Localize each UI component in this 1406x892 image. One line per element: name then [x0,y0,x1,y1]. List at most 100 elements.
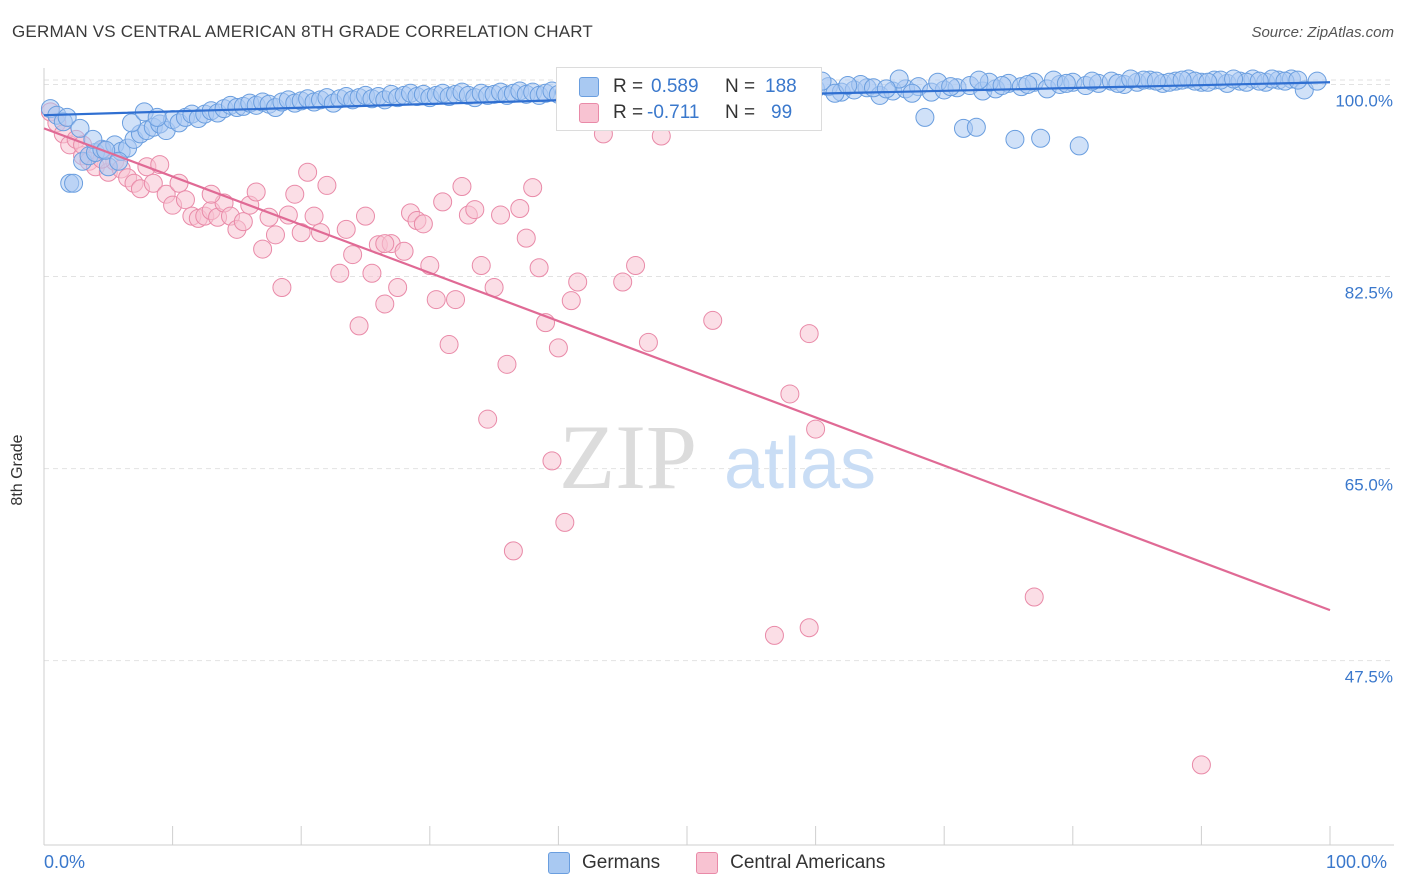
central-american-point [388,277,408,297]
central-american-point [638,332,658,352]
central-american-point [523,178,543,198]
central-american-point [510,198,530,218]
german-point [1146,71,1166,91]
central-american-point [175,190,195,210]
central-american-point [1191,755,1211,775]
legend-r-value-germans: 0.589 [651,76,699,97]
german-point [915,107,935,127]
y-tick-label: 100.0% [1335,91,1393,110]
central-american-point [491,205,511,225]
legend-swatch-germans [548,852,570,874]
watermark-zip: ZIP [559,406,697,508]
german-point [57,107,77,127]
central-american-point [265,225,285,245]
central-american-point [613,272,633,292]
german-point [96,140,116,160]
central-american-point [349,316,369,336]
german-point [1198,72,1218,92]
central-american-point [356,206,375,226]
german-point [969,70,989,90]
central-american-point [394,241,414,261]
central-american-point [375,294,395,314]
german-point [121,113,141,133]
german-point [1307,71,1327,91]
german-point [876,79,896,99]
legend-item-germans[interactable]: Germans [548,852,660,874]
central-american-point [764,625,784,645]
central-american-point [317,175,337,195]
central-americans-trend-line [43,127,1331,612]
central-american-point [413,214,433,234]
central-american-point [433,192,453,212]
central-american-point [503,541,523,561]
legend-swatch-central [579,103,599,123]
legend-n-value-germans: 188 [765,76,797,97]
german-point [992,76,1012,96]
central-american-point [497,354,517,374]
german-point [1288,70,1308,90]
central-american-point [568,272,588,292]
central-american-point [285,184,305,204]
central-american-point [626,256,646,276]
legend-r-label: R = [613,76,644,97]
legend-r-label: R = [613,102,644,123]
central-american-point [272,277,292,297]
central-american-point [253,239,273,259]
series-legend: Germans Central Americans [548,852,921,874]
central-american-point [426,290,446,310]
central-american-point [233,212,253,232]
central-american-point [799,324,819,344]
german-point [902,83,922,103]
german-point [1249,71,1269,91]
central-american-point [548,338,568,358]
central-american-point [375,234,395,254]
central-american-point [471,256,491,276]
central-american-point [542,451,562,471]
german-point [838,76,858,96]
y-tick-label: 47.5% [1345,668,1393,687]
central-american-point [446,290,466,310]
central-american-point [780,384,800,404]
legend-item-central-americans[interactable]: Central Americans [696,852,885,874]
central-american-point [703,310,723,330]
legend-swatch-germans [579,77,599,97]
german-point [941,77,961,97]
x-max-label: 100.0% [1326,852,1388,872]
central-american-point [516,228,536,248]
legend-label-germans: Germans [582,852,661,873]
central-american-point [336,219,356,239]
axes [43,68,1394,846]
central-american-point [799,618,819,638]
central-american-point [465,200,485,220]
y-axis-label: 8th Grade [9,434,26,506]
central-american-point [561,291,581,311]
german-point [70,118,90,138]
german-point [64,173,84,193]
stats-legend: R = 0.589 N = 188 R = -0.711 N = 99 [556,67,822,131]
central-american-point [478,409,498,429]
legend-n-label: N = [725,102,756,123]
german-point [1056,73,1076,93]
legend-r-value-central: -0.711 [647,102,700,123]
x-min-label: 0.0% [44,852,86,872]
source-attribution: Source: ZipAtlas.com [1251,24,1394,41]
central-american-point [278,205,298,225]
y-tick-label: 82.5% [1345,284,1393,303]
grid-lines [44,79,1394,662]
central-american-point [806,419,826,439]
legend-n-label: N = [725,76,756,97]
central-american-point [143,173,163,193]
german-point [1082,71,1102,91]
central-american-point [259,207,279,227]
central-american-point [452,177,472,197]
german-point [1031,128,1051,148]
legend-label-central-americans: Central Americans [730,852,886,873]
central-american-point [343,245,363,265]
central-american-point [298,162,318,182]
y-tick-labels: 100.0% 82.5% 65.0% 47.5% [1335,91,1393,686]
german-point [1018,74,1038,94]
watermark: ZIP atlas [559,406,876,508]
y-tick-label: 65.0% [1345,476,1393,495]
watermark-atlas: atlas [724,424,876,504]
german-point [966,117,986,137]
